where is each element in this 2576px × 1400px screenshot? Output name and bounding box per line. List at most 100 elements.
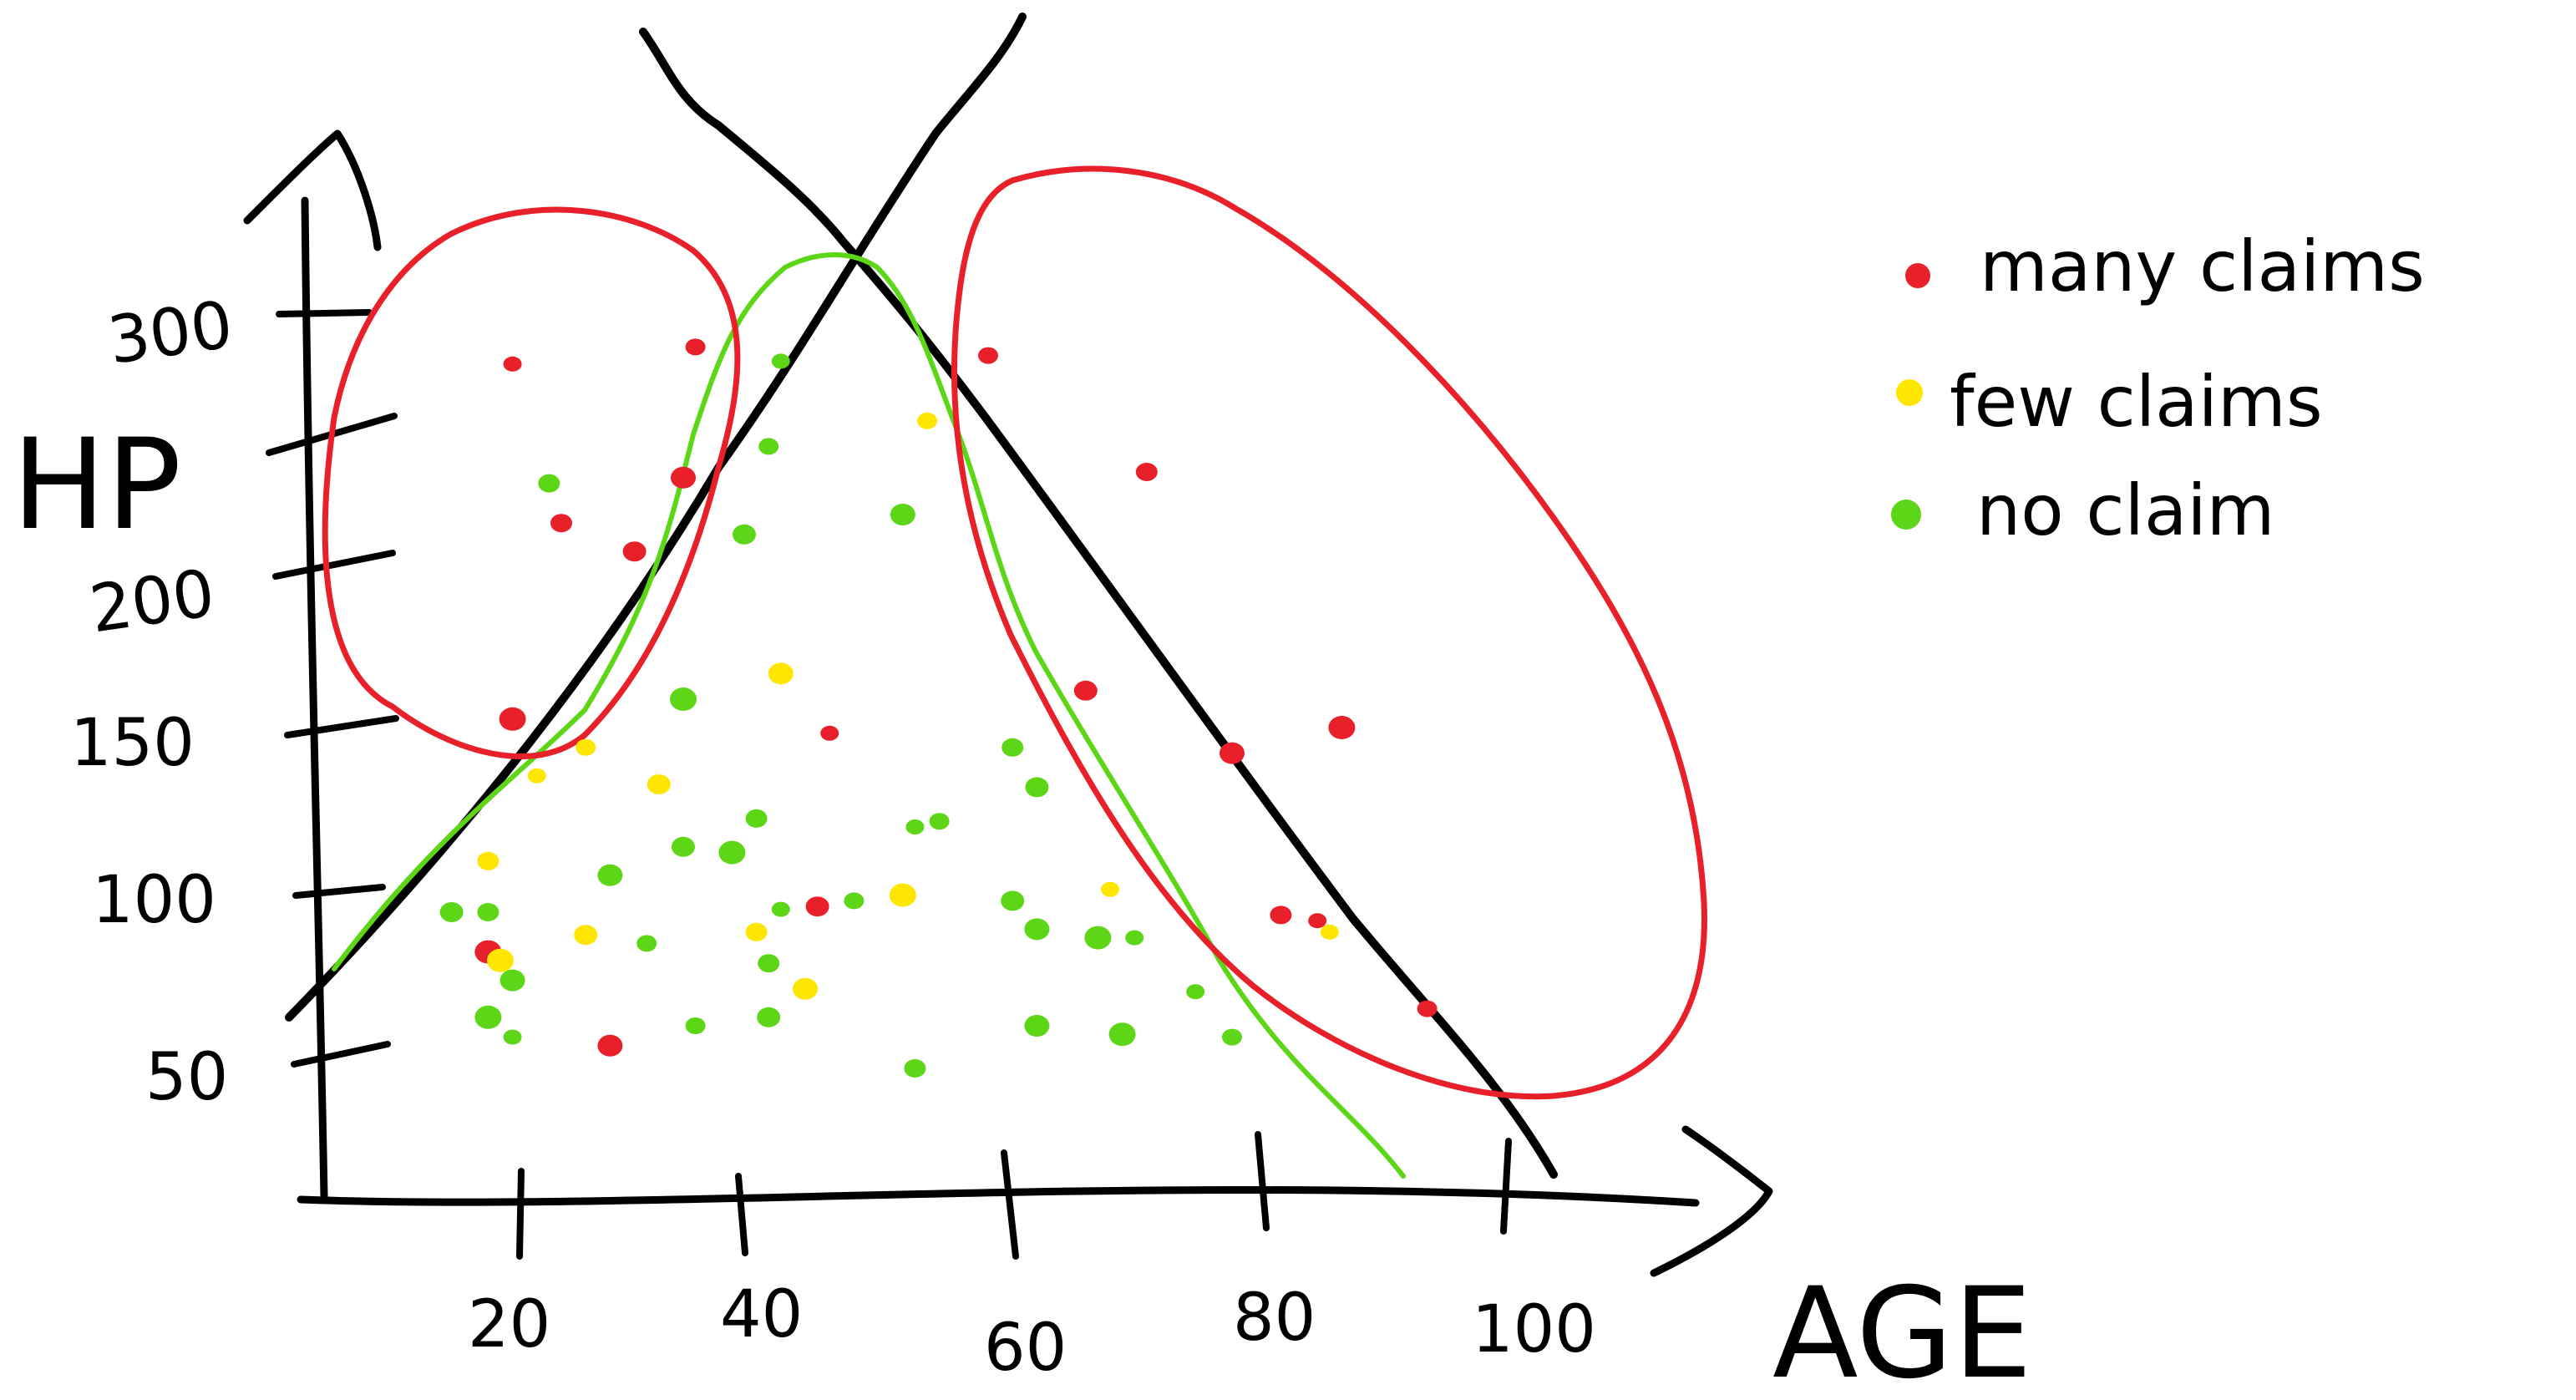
- point-many-claims-1: [685, 338, 706, 356]
- point-many-claims-11: [1328, 716, 1356, 739]
- point-no-claim-30: [1186, 984, 1205, 1000]
- point-few-claims-8: [745, 922, 768, 941]
- point-many-claims-10: [1220, 742, 1245, 764]
- y-tick-300: [276, 309, 373, 317]
- point-no-claim-31: [1222, 1028, 1242, 1046]
- x-tick-label-20: 20: [468, 1287, 550, 1362]
- point-many-claims-6: [820, 725, 839, 741]
- point-few-claims-5: [889, 883, 916, 907]
- point-no-claim-1: [758, 438, 779, 455]
- point-no-claim-6: [905, 819, 925, 834]
- point-few-claims-10: [793, 977, 818, 1000]
- x-tick-label-80: 80: [1233, 1281, 1316, 1356]
- y-axis-title: HP: [12, 413, 181, 558]
- y-axis: [243, 129, 382, 1200]
- point-no-claim-19: [636, 935, 657, 952]
- y-axis-arrowhead: [243, 129, 382, 251]
- x-tick-40: [735, 1173, 748, 1256]
- point-no-claim-9: [672, 836, 695, 857]
- x-tick-label-40: 40: [720, 1277, 803, 1352]
- legend-label-no-claim: no claim: [1976, 469, 2275, 551]
- y-tick-label-150: 150: [70, 706, 195, 781]
- point-no-claim-16: [1024, 918, 1050, 941]
- point-many-claims-3: [622, 541, 647, 562]
- many-claims-region-right: [951, 165, 1708, 1100]
- point-many-claims-0: [503, 356, 522, 372]
- point-no-claim-28: [1024, 1015, 1050, 1037]
- x-tick-labels: 20 40 60 80 100: [468, 1277, 1596, 1386]
- many-claims-regions: [322, 165, 1708, 1100]
- point-no-claim-12: [771, 901, 790, 917]
- point-no-claim-8: [745, 809, 768, 828]
- point-few-claims-12: [1320, 924, 1339, 940]
- y-tick-50: [291, 1041, 391, 1068]
- point-no-claim-14: [1001, 738, 1024, 757]
- legend-marker-many-claims: [1905, 263, 1930, 288]
- x-tick-20: [516, 1168, 525, 1260]
- point-few-claims-9: [574, 925, 598, 946]
- point-few-claims-7: [917, 412, 937, 429]
- legend-label-few-claims: few claims: [1950, 361, 2323, 443]
- y-tick-label-200: 200: [85, 556, 219, 648]
- point-no-claim-26: [758, 954, 780, 973]
- point-many-claims-14: [1270, 905, 1292, 925]
- point-many-claims-2: [550, 514, 572, 533]
- decision-line-rising: [285, 13, 1027, 1022]
- point-no-claim-5: [670, 687, 697, 711]
- point-no-claim-18: [1125, 930, 1144, 946]
- x-tick-label-100: 100: [1472, 1292, 1596, 1367]
- point-many-claims-4: [671, 466, 696, 489]
- x-tick-label-60: 60: [984, 1311, 1067, 1386]
- point-no-claim-2: [538, 474, 560, 493]
- point-no-claim-7: [929, 813, 950, 830]
- y-tick-label-300: 300: [104, 287, 237, 379]
- point-many-claims-8: [1135, 463, 1158, 481]
- x-tick-80: [1255, 1131, 1270, 1231]
- point-no-claim-21: [439, 902, 464, 922]
- point-no-claim-11: [718, 840, 746, 865]
- point-no-claim-20: [477, 903, 499, 921]
- x-tick-100: [1500, 1138, 1512, 1235]
- point-many-claims-15: [805, 896, 829, 917]
- point-no-claim-24: [503, 1029, 522, 1045]
- x-axis-title: AGE: [1772, 1261, 2032, 1400]
- point-no-claim-0: [771, 353, 790, 369]
- y-tick-150: [284, 715, 399, 738]
- many-claims-region-left: [322, 206, 741, 760]
- x-axis: [297, 1125, 1773, 1277]
- point-few-claims-11: [487, 948, 514, 972]
- y-tick-100: [292, 884, 386, 899]
- y-tick-label-100: 100: [92, 863, 216, 938]
- x-axis-arrowhead: [1650, 1125, 1773, 1277]
- legend-marker-few-claims: [1896, 379, 1923, 406]
- decision-lines: [285, 13, 1558, 1179]
- point-many-claims-12: [1308, 913, 1327, 929]
- point-many-claims-16: [597, 1034, 623, 1057]
- point-few-claims-2: [477, 851, 499, 870]
- point-no-claim-29: [1108, 1022, 1136, 1047]
- point-no-claim-23: [474, 1005, 502, 1029]
- decision-line-falling: [639, 28, 1558, 1179]
- point-no-claim-32: [904, 1059, 926, 1078]
- y-axis-line: [301, 196, 328, 1200]
- point-no-claim-27: [757, 1007, 781, 1027]
- y-tick-200: [272, 550, 396, 580]
- point-few-claims-6: [1101, 881, 1119, 897]
- x-ticks: [516, 1131, 1512, 1260]
- y-ticks: [266, 309, 399, 1068]
- x-axis-line: [297, 1186, 1700, 1207]
- point-few-claims-3: [647, 774, 671, 794]
- point-no-claim-4: [890, 504, 915, 525]
- point-no-claim-33: [1025, 777, 1049, 798]
- point-many-claims-7: [978, 347, 998, 364]
- legend-marker-no-claim: [1891, 500, 1921, 530]
- point-no-claim-13: [844, 892, 865, 910]
- y-tick-label-50: 50: [145, 1040, 228, 1115]
- x-tick-60: [1001, 1149, 1019, 1260]
- point-no-claim-3: [733, 524, 756, 545]
- point-no-claim-10: [597, 864, 623, 886]
- point-many-claims-5: [499, 707, 526, 731]
- point-no-claim-25: [685, 1017, 706, 1034]
- point-few-claims-1: [576, 738, 596, 756]
